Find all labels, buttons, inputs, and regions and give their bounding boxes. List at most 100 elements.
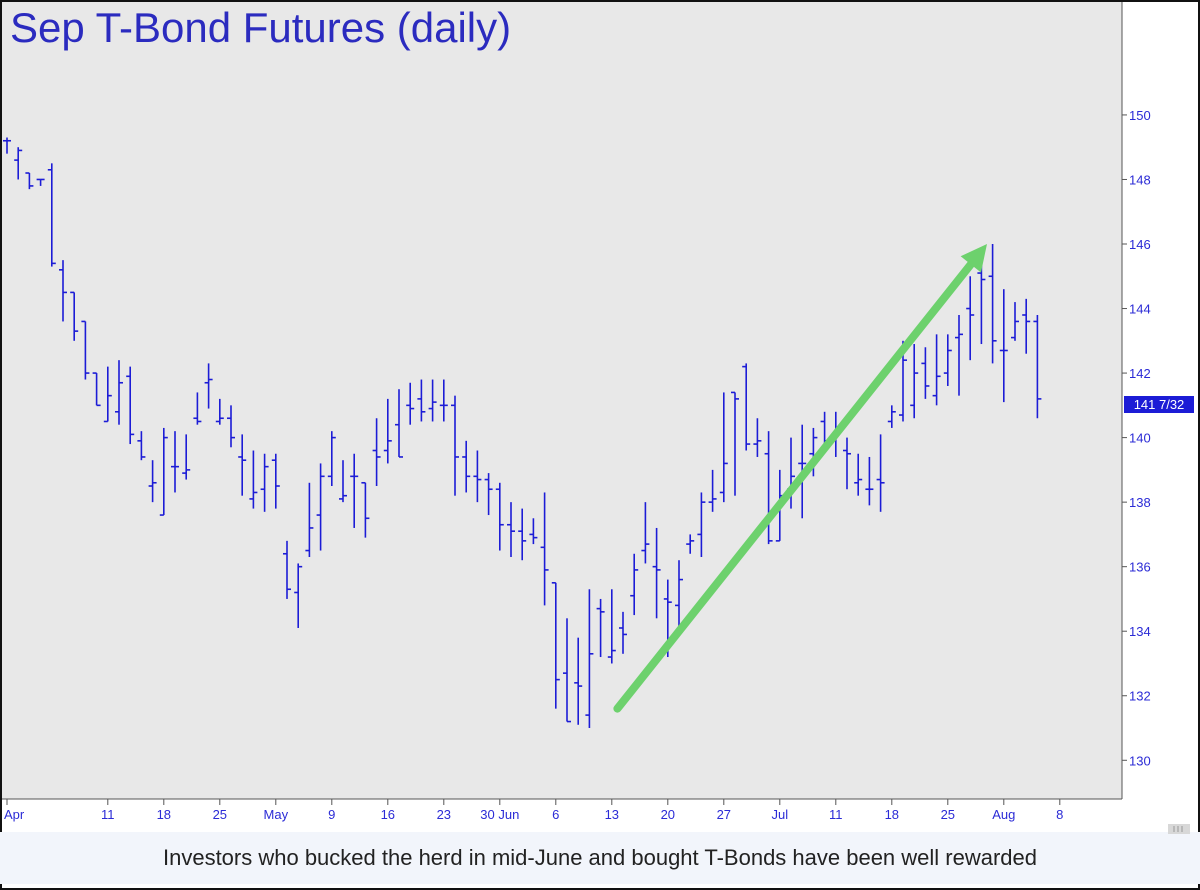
price-bar [14,147,23,180]
price-bar [439,379,448,422]
x-tick-label: 27 [717,807,731,822]
price-bar [316,463,325,551]
x-tick-label: 11 [829,807,843,822]
price-bar [955,314,963,396]
x-tick-label: 6 [552,807,559,822]
x-tick-label: 13 [605,807,619,822]
price-bar [843,437,851,490]
x-tick-label: 11 [101,807,115,822]
price-bar [854,453,863,496]
y-tick-label: 144 [1129,302,1151,317]
y-tick-label: 140 [1129,431,1151,446]
price-bar [283,540,291,599]
x-axis-area [2,800,1122,830]
price-bar [70,291,79,341]
price-bar [619,611,627,654]
chart-caption: Investors who bucked the herd in mid-Jun… [0,832,1200,884]
price-bar [630,553,639,616]
price-bar [473,450,482,503]
chart-title: Sep T-Bond Futures (daily) [10,4,512,51]
price-bar [361,481,370,538]
price-bar [641,502,650,564]
price-bar [327,431,336,487]
price-bar [305,482,314,557]
price-bar [103,366,112,423]
price-bar [764,431,773,545]
price-bar [585,589,594,729]
y-tick-label: 138 [1129,495,1151,510]
price-bar [999,289,1008,403]
price-bar [383,398,392,464]
price-bar [484,473,493,516]
price-bar [652,527,661,619]
price-bar [339,460,347,503]
y-tick-label: 148 [1129,172,1151,187]
price-bar [563,618,571,723]
y-axis-ticks: 130 132 134 136 138 140 142 144 146 148 150 [1122,108,1151,768]
y-tick-label: 146 [1129,237,1151,252]
x-tick-label: 18 [885,807,899,822]
price-bar [92,372,101,407]
price-bar [428,379,437,422]
price-bar [731,391,739,496]
price-bar [260,453,269,512]
price-bar [540,492,549,606]
price-bar [395,389,403,458]
y-tick-label: 142 [1129,366,1151,381]
price-bar [271,453,280,509]
price-bar [719,392,728,503]
resize-grip-icon[interactable] [1168,824,1190,834]
x-tick-label: 25 [213,807,227,822]
price-bar [865,456,874,506]
price-bar [115,360,123,425]
price-bar [921,347,930,399]
price-bar [47,163,56,267]
price-bar [148,460,157,503]
price-bar [159,427,168,516]
price-bar [574,637,583,725]
price-bar [910,344,919,419]
price-bar [81,320,90,380]
x-tick-label: 9 [328,807,335,822]
x-tick-label: 25 [941,807,955,822]
last-price-label: 141 7/32 [1124,396,1194,413]
y-tick-label: 136 [1129,560,1151,575]
price-bar [227,405,235,448]
price-bar [294,563,303,628]
plot-area [2,2,1122,799]
price-bar [518,508,527,561]
price-bar [675,560,683,628]
x-tick-label: Aug [992,807,1015,822]
price-bar [417,379,426,422]
price-bar [697,492,706,557]
price-bar [36,178,45,186]
y-tick-label: 132 [1129,689,1151,704]
price-bar [3,137,11,154]
price-bar [462,440,471,493]
price-bar [215,398,224,425]
price-bar [372,418,381,487]
price-bar [204,363,213,409]
x-tick-label: Apr [4,807,25,822]
y-tick-label: 130 [1129,753,1151,768]
arrow-shaft [613,260,975,713]
price-bar [988,244,997,364]
x-tick-label: Jul [771,807,788,822]
price-bar [753,418,762,457]
trend-arrow [613,244,987,713]
x-tick-label: 8 [1056,807,1063,822]
x-tick-label: 18 [157,807,171,822]
price-bar [596,598,605,658]
price-bar [193,392,202,425]
price-bars [3,137,1042,729]
x-tick-label: May [264,807,289,822]
price-bar [607,589,616,664]
price-bar [708,469,717,512]
price-bar [943,334,952,386]
x-tick-label: 20 [661,807,675,822]
price-bar [406,382,415,425]
price-bar [495,482,504,551]
price-bar [126,366,135,445]
price-bar [686,534,695,554]
price-bar [451,395,459,496]
